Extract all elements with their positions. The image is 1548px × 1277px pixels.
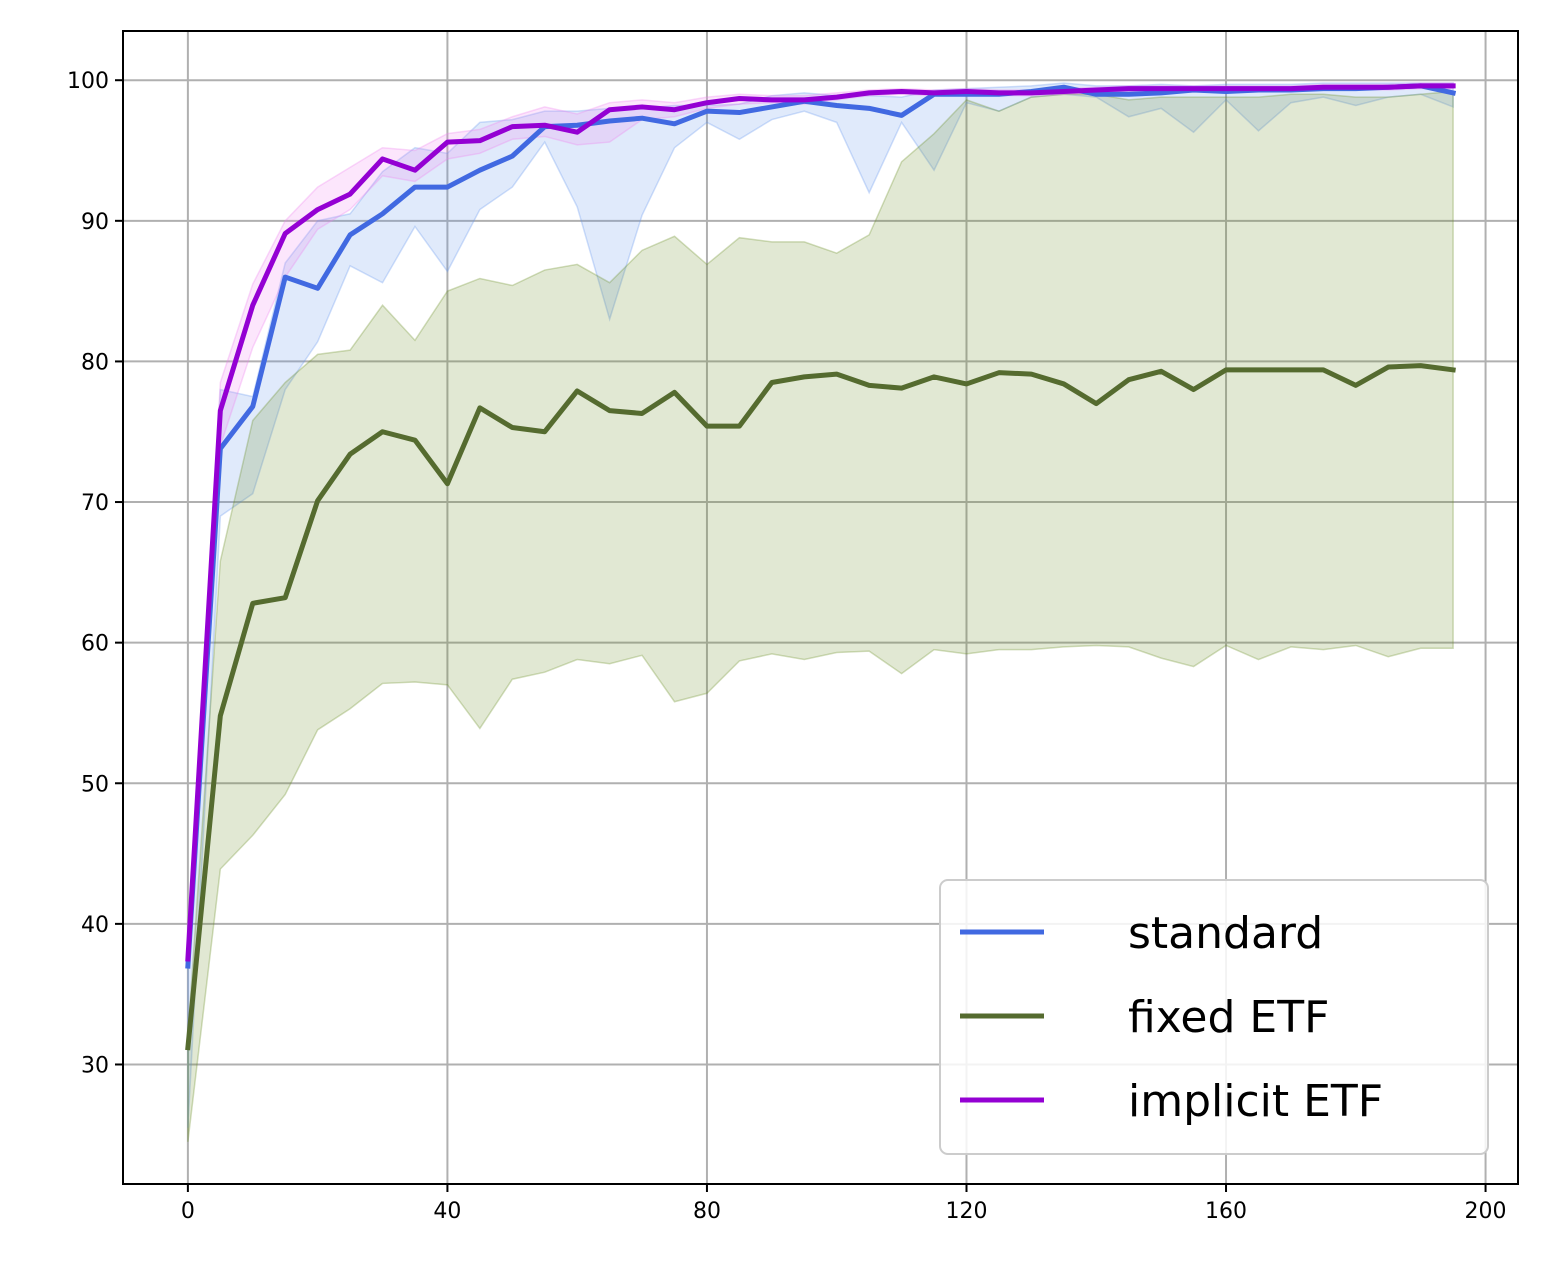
y-tick-label: 30	[81, 1053, 109, 1078]
band-fixed-etf	[187, 90, 1454, 1142]
x-tick-label: 80	[693, 1199, 721, 1224]
y-tick-label: 100	[67, 69, 109, 94]
line-implicit-etf	[185, 83, 1456, 962]
y-tick-label: 80	[81, 350, 109, 375]
x-tick-label: 0	[181, 1199, 195, 1224]
legend-label: standard	[1128, 908, 1323, 959]
y-tick-label: 50	[81, 772, 109, 797]
y-tick-label: 60	[81, 632, 109, 657]
confidence-bands	[187, 82, 1454, 1142]
x-tick-label: 120	[945, 1199, 987, 1224]
axis-ticks: 0 40 80 120 160 200 30 40 50 60 70 80 90 100	[67, 69, 1507, 1224]
x-tick-label: 160	[1205, 1199, 1247, 1224]
x-tick-label: 40	[433, 1199, 461, 1224]
y-tick-label: 90	[81, 210, 109, 235]
band-implicit-etf	[187, 82, 1454, 967]
series-lines	[185, 83, 1457, 1051]
x-tick-label: 200	[1465, 1199, 1507, 1224]
y-tick-label: 40	[81, 913, 109, 938]
legend-label: fixed ETF	[1128, 992, 1329, 1043]
legend: standard fixed ETF implicit ETF	[939, 879, 1489, 1155]
grid-lines	[123, 31, 1518, 1184]
line-fixed-etf	[185, 363, 1456, 1051]
legend-label: implicit ETF	[1128, 1076, 1383, 1127]
y-tick-label: 70	[81, 491, 109, 516]
legend-box	[939, 879, 1489, 1155]
plot-frame	[122, 30, 1519, 1185]
